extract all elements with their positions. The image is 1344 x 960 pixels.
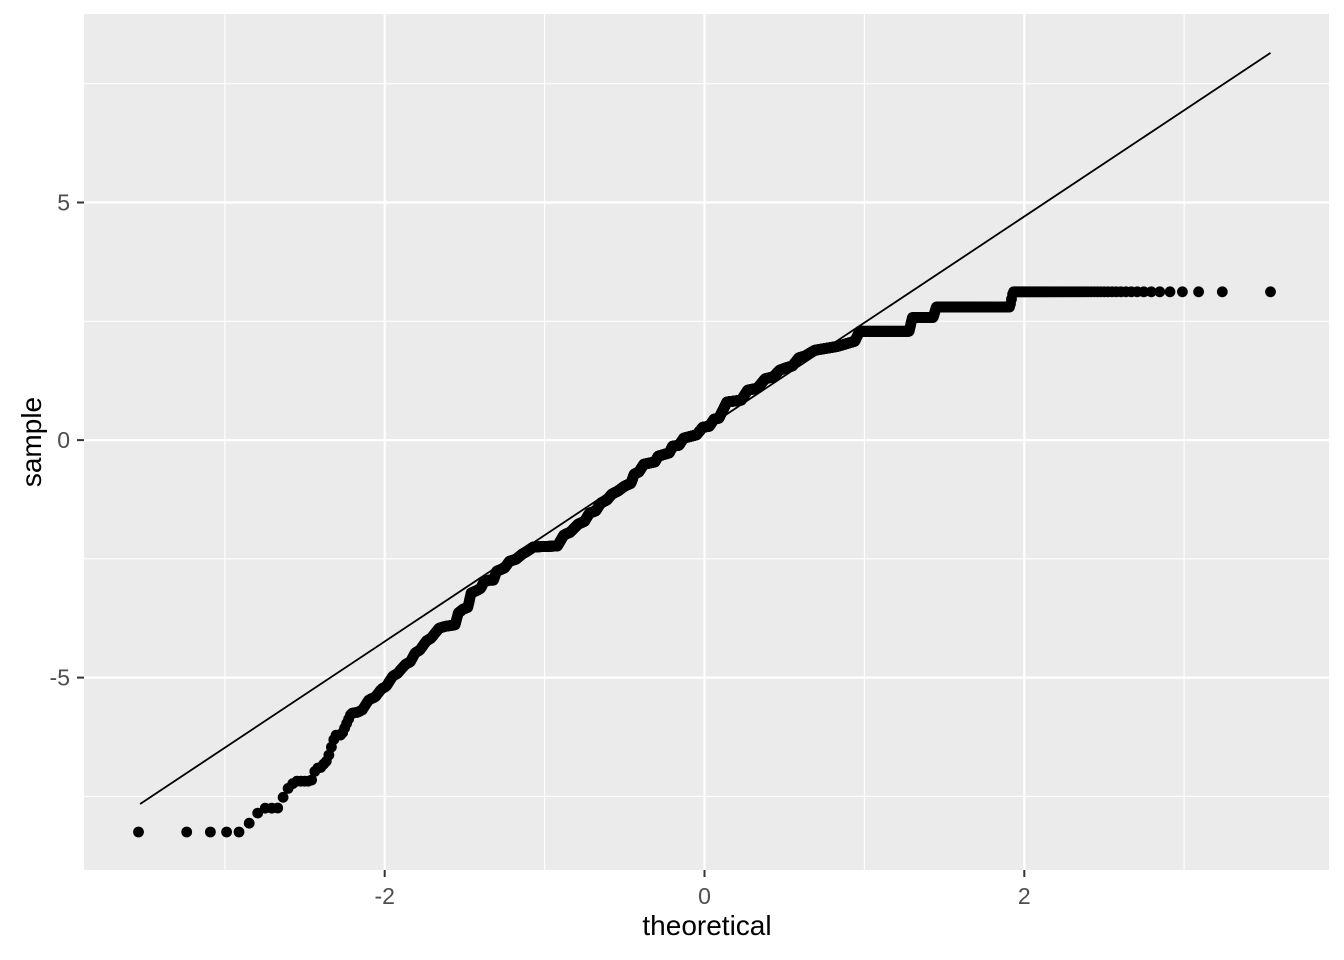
grid-minor <box>84 14 1329 870</box>
x-tick-label: 0 <box>698 883 711 909</box>
plot-panel <box>84 14 1329 870</box>
qq-reference-line <box>139 52 1271 805</box>
x-tick-label: -2 <box>374 883 394 909</box>
y-axis-title: sample <box>16 396 47 488</box>
grid-major <box>84 14 1329 870</box>
axis-ticks <box>77 201 1026 877</box>
x-tick-label: 2 <box>1018 883 1031 909</box>
y-tick-label: 0 <box>57 427 70 453</box>
y-tick-label: -5 <box>50 665 70 691</box>
y-tick-label: 5 <box>57 190 70 216</box>
x-axis-title: theoretical <box>642 910 772 941</box>
axis-tick-labels: -2 0 2 -5 0 5 <box>50 190 1031 910</box>
